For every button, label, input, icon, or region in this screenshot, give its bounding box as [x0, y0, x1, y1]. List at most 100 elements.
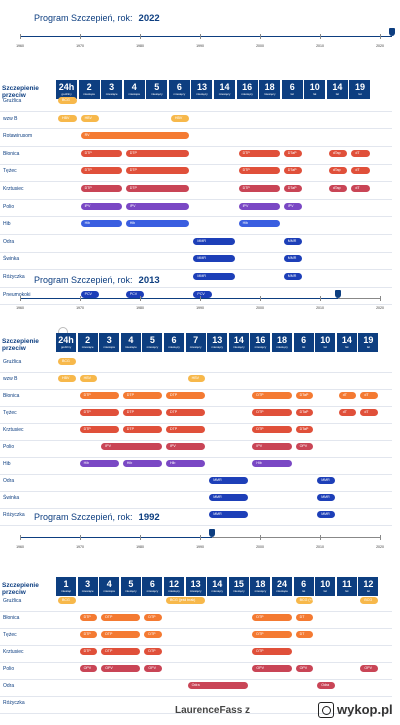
vaccine-dose[interactable]: Hib — [122, 460, 162, 467]
vaccine-dose[interactable]: DTP — [252, 426, 292, 433]
vaccine-dose[interactable]: dTap — [328, 185, 348, 192]
vaccine-dose[interactable]: DTP — [144, 631, 162, 638]
vaccine-dose[interactable]: MMR — [283, 255, 303, 263]
vaccine-dose[interactable]: DTP — [101, 614, 141, 621]
vaccine-dose[interactable]: Odra — [317, 682, 335, 689]
vaccine-dose[interactable]: HBV — [170, 114, 190, 122]
vaccine-dose[interactable]: OPV — [295, 443, 314, 450]
vaccine-dose[interactable]: DTP — [125, 149, 190, 157]
vaccine-dose[interactable]: DTaP — [295, 426, 314, 433]
vaccine-dose[interactable]: BCG — [58, 597, 76, 604]
vaccine-dose[interactable]: dT — [351, 149, 370, 157]
vaccine-dose[interactable]: DTaP — [283, 185, 303, 192]
vaccine-dose[interactable]: IPV — [283, 202, 303, 210]
vaccine-dose[interactable]: DTP — [101, 648, 141, 655]
vaccine-dose[interactable]: MMR — [193, 237, 235, 245]
vaccine-dose[interactable]: Hib — [125, 220, 190, 228]
vaccine-dose[interactable]: DTP — [166, 426, 206, 433]
vaccine-dose[interactable]: MMR — [317, 494, 335, 501]
vaccine-dose[interactable]: OPV — [295, 665, 314, 672]
vaccine-dose[interactable]: dTap — [328, 167, 348, 175]
vaccine-dose[interactable]: IPV — [252, 443, 292, 450]
vaccine-dose[interactable]: PCV — [80, 290, 100, 298]
vaccine-dose[interactable]: OPV — [144, 665, 162, 672]
vaccine-dose[interactable]: dTap — [328, 149, 348, 157]
vaccine-dose[interactable]: MMR — [193, 273, 235, 280]
vaccine-dose[interactable]: RV — [80, 132, 190, 140]
vaccine-dose[interactable]: Hib — [252, 460, 292, 467]
vaccine-dose[interactable]: MMR — [283, 237, 303, 245]
vaccine-dose[interactable]: DTP — [166, 409, 206, 416]
vaccine-dose[interactable]: MMR — [193, 255, 235, 263]
vaccine-dose[interactable]: IPV — [101, 443, 162, 450]
vaccine-dose[interactable]: IPV — [80, 202, 122, 210]
vaccine-dose[interactable]: HBV — [58, 375, 76, 382]
vaccine-dose[interactable]: MMR — [209, 477, 249, 484]
vaccine-dose[interactable]: BCG (+PPD) — [295, 597, 314, 604]
vaccine-dose[interactable]: HBV — [79, 375, 98, 382]
vaccine-dose[interactable]: dT — [338, 409, 357, 416]
vaccine-dose[interactable]: IPV — [166, 443, 206, 450]
vaccine-dose[interactable]: DTP — [79, 392, 119, 399]
vaccine-dose[interactable]: IPV — [125, 202, 190, 210]
vaccine-dose[interactable]: Hib — [79, 460, 119, 467]
vaccine-dose[interactable]: DTP — [144, 614, 162, 621]
vaccine-dose[interactable]: DTP — [101, 631, 141, 638]
vaccine-dose[interactable]: OPV — [79, 665, 98, 672]
vaccine-dose[interactable]: DTaP — [283, 149, 303, 157]
vaccine-dose[interactable]: BCG (jeśli brak) — [166, 597, 206, 604]
vaccine-dose[interactable]: DTP — [122, 409, 162, 416]
timeline-marker[interactable] — [389, 28, 395, 36]
vaccine-dose[interactable]: BCG — [58, 358, 76, 365]
vaccine-dose[interactable]: DTaP — [295, 409, 314, 416]
vaccine-dose[interactable]: Hib — [166, 460, 206, 467]
vaccine-dose[interactable]: DT — [295, 614, 314, 621]
vaccine-dose[interactable]: DTP — [79, 614, 98, 621]
vaccine-dose[interactable]: DTP — [79, 631, 98, 638]
vaccine-dose[interactable]: DTP — [80, 167, 122, 175]
vaccine-dose[interactable]: Hib — [238, 220, 280, 228]
vaccine-dose[interactable]: Hib — [80, 220, 122, 228]
vaccine-dose[interactable]: DTP — [252, 648, 292, 655]
timeline-marker[interactable] — [335, 290, 341, 298]
vaccine-dose[interactable]: dT — [351, 185, 370, 192]
vaccine-dose[interactable]: dT — [360, 409, 378, 416]
vaccine-dose[interactable]: DTP — [252, 614, 292, 621]
vaccine-dose[interactable]: DTP — [166, 392, 206, 399]
vaccine-dose[interactable]: HBV — [80, 114, 100, 122]
vaccine-dose[interactable]: MMR — [209, 511, 249, 518]
vaccine-dose[interactable]: DTaP — [295, 392, 314, 399]
vaccine-dose[interactable]: DTP — [252, 392, 292, 399]
vaccine-dose[interactable]: DT — [295, 631, 314, 638]
vaccine-dose[interactable]: MMR — [283, 273, 303, 280]
vaccine-dose[interactable]: IPV — [238, 202, 280, 210]
vaccine-dose[interactable]: DTP — [238, 167, 280, 175]
vaccine-dose[interactable]: BCG — [58, 97, 77, 104]
vaccine-dose[interactable]: PCV — [125, 290, 145, 298]
vaccine-dose[interactable]: dT — [338, 392, 357, 399]
vaccine-dose[interactable]: DTP — [122, 426, 162, 433]
vaccine-dose[interactable]: DTP — [252, 409, 292, 416]
vaccine-dose[interactable]: DTP — [79, 648, 98, 655]
vaccine-dose[interactable]: BCG — [360, 597, 378, 604]
vaccine-dose[interactable]: MMR — [209, 494, 249, 501]
vaccine-dose[interactable]: DTP — [80, 149, 122, 157]
vaccine-dose[interactable]: OPV — [360, 665, 378, 672]
vaccine-dose[interactable]: DTP — [125, 185, 190, 192]
vaccine-dose[interactable]: PCV — [193, 290, 212, 298]
vaccine-dose[interactable]: dT — [351, 167, 370, 175]
vaccine-dose[interactable]: Odra — [187, 682, 249, 689]
watermark-site[interactable]: wykop.pl — [337, 702, 393, 717]
vaccine-dose[interactable]: DTP — [122, 392, 162, 399]
vaccine-dose[interactable]: DTP — [80, 185, 122, 192]
vaccine-dose[interactable]: DTaP — [283, 167, 303, 175]
vaccine-dose[interactable]: OPV — [252, 665, 292, 672]
vaccine-dose[interactable]: HBV — [187, 375, 206, 382]
vaccine-dose[interactable]: DTP — [238, 149, 280, 157]
vaccine-dose[interactable]: DTP — [79, 426, 119, 433]
vaccine-dose[interactable]: DTP — [144, 648, 162, 655]
vaccine-dose[interactable]: DTP — [252, 631, 292, 638]
vaccine-dose[interactable]: DTP — [125, 167, 190, 175]
vaccine-dose[interactable]: DTP — [79, 409, 119, 416]
vaccine-dose[interactable]: dT — [360, 392, 378, 399]
